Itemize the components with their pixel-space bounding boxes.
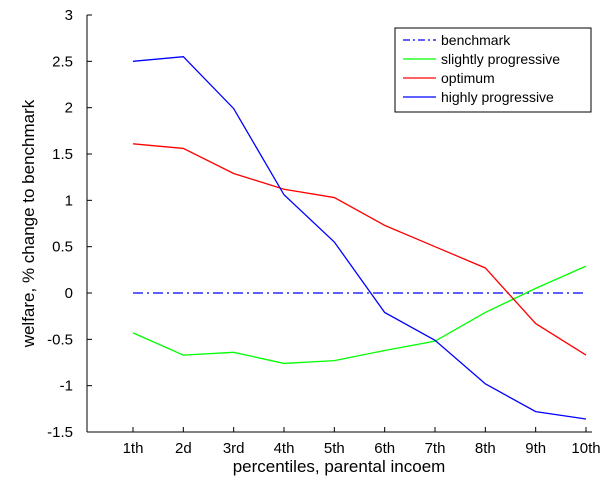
x-tick-label: 9th (525, 440, 546, 457)
series-line-4 (132, 56, 587, 420)
legend-label: optimum (441, 70, 495, 86)
x-tick-label: 1th (123, 440, 144, 457)
y-tick-label: 3 (65, 7, 73, 24)
legend-box (394, 27, 592, 113)
x-tick-label: 2d (175, 440, 192, 457)
legend-label: highly progressive (441, 89, 554, 105)
x-axis-title: percentiles, parental incoem (233, 457, 446, 476)
legend-label: benchmark (441, 32, 511, 48)
y-tick-label: 1 (65, 192, 73, 209)
x-tick-label: 4th (274, 440, 295, 457)
x-tick-label: 7th (425, 440, 446, 457)
x-tick-label: 10th (571, 440, 600, 457)
series-line-2 (132, 265, 587, 365)
x-tick-label: 3rd (223, 440, 245, 457)
series-layer (132, 56, 587, 420)
legend-label: slightly progressive (441, 51, 560, 67)
legend: benchmark slightly progressive optimum high… (394, 27, 592, 113)
x-tick-label: 6th (374, 440, 395, 457)
series-line-3 (132, 143, 587, 356)
x-tick-label: 5th (324, 440, 345, 457)
x-tick-label: 8th (475, 440, 496, 457)
y-tick-label: 0.5 (52, 239, 73, 256)
y-tick-label: 1.5 (52, 146, 73, 163)
y-tick-label: 2.5 (52, 53, 73, 70)
y-tick-label: 0 (65, 285, 73, 302)
y-tick-label: -0.5 (47, 331, 73, 348)
y-tick-label: -1 (60, 378, 73, 395)
y-tick-label: 2 (65, 100, 73, 117)
tick-labels: -1.5 -1 -0.5 0 0.5 1 1.5 2 2.5 3 1th 2d 3rd 4th 5th 6th… (47, 7, 600, 457)
plot-axes (86, 14, 592, 433)
y-tick-label: -1.5 (47, 424, 73, 441)
y-axis-title: welfare, % change to benchmark (19, 99, 38, 348)
